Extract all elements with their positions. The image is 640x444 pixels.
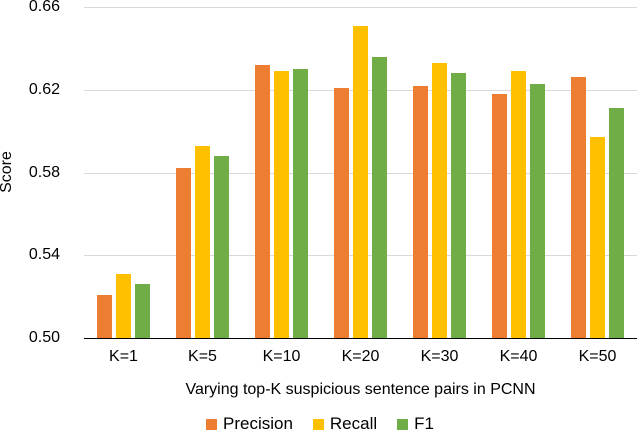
x-tick-label-k=40: K=40 <box>499 348 538 365</box>
bar-precision-k=5[interactable] <box>176 168 191 338</box>
y-tick-label-0.62: 0.62 <box>28 80 60 98</box>
y-tick-label-0.50: 0.50 <box>28 329 60 346</box>
bar-recall-k=50[interactable] <box>590 137 605 338</box>
y-tick-label-0.58: 0.58 <box>28 163 60 181</box>
legend-label-recall: Recall <box>329 414 378 433</box>
x-tick-label-k=20: K=20 <box>341 348 380 365</box>
bar-precision-k=20[interactable] <box>334 87 349 338</box>
x-tick-label-k=30: K=30 <box>420 348 459 365</box>
legend-item-precision[interactable]: Precision <box>205 414 293 434</box>
y-tick-label-0.54: 0.54 <box>28 246 60 264</box>
legend-label-f1: F1 <box>414 414 434 433</box>
bar-precision-k=50[interactable] <box>571 77 586 338</box>
bar-recall-k=10[interactable] <box>274 71 289 338</box>
x-tick-label-k=10: K=10 <box>262 348 301 365</box>
bar-recall-k=30[interactable] <box>432 62 447 338</box>
bar-recall-k=5[interactable] <box>195 145 210 338</box>
bar-f1-k=50[interactable] <box>609 108 624 338</box>
bar-f1-k=20[interactable] <box>372 56 387 338</box>
bar-recall-k=40[interactable] <box>511 71 526 338</box>
bar-f1-k=30[interactable] <box>451 73 466 338</box>
x-tick-label-k=5: K=5 <box>188 348 217 365</box>
legend-swatch-precision-icon <box>205 418 217 430</box>
legend-swatch-recall-icon <box>312 418 324 430</box>
bar-precision-k=1[interactable] <box>97 294 112 338</box>
y-tick-label-0.66: 0.66 <box>28 0 60 15</box>
bar-f1-k=40[interactable] <box>530 83 545 338</box>
x-tick-label-k=50: K=50 <box>578 348 617 365</box>
legend-item-recall[interactable]: Recall <box>312 414 378 434</box>
bar-precision-k=40[interactable] <box>492 93 507 338</box>
plot-area <box>84 7 637 339</box>
legend-label-precision: Precision <box>222 414 293 433</box>
x-axis-title: Varying top-K suspicious sentence pairs … <box>185 381 536 398</box>
bar-f1-k=1[interactable] <box>135 284 150 338</box>
bar-precision-k=10[interactable] <box>255 64 270 338</box>
legend-swatch-f1-icon <box>397 418 409 430</box>
legend-item-f1[interactable]: F1 <box>397 414 434 434</box>
bar-f1-k=10[interactable] <box>293 69 308 338</box>
bar-f1-k=5[interactable] <box>214 156 229 338</box>
legend: Precision Recall F1 <box>0 411 640 437</box>
x-tick-label-k=1: K=1 <box>109 348 138 365</box>
bar-precision-k=30[interactable] <box>413 85 428 338</box>
gridline-0.66 <box>84 7 637 8</box>
bar-recall-k=1[interactable] <box>116 273 131 338</box>
bar-recall-k=20[interactable] <box>353 25 368 338</box>
